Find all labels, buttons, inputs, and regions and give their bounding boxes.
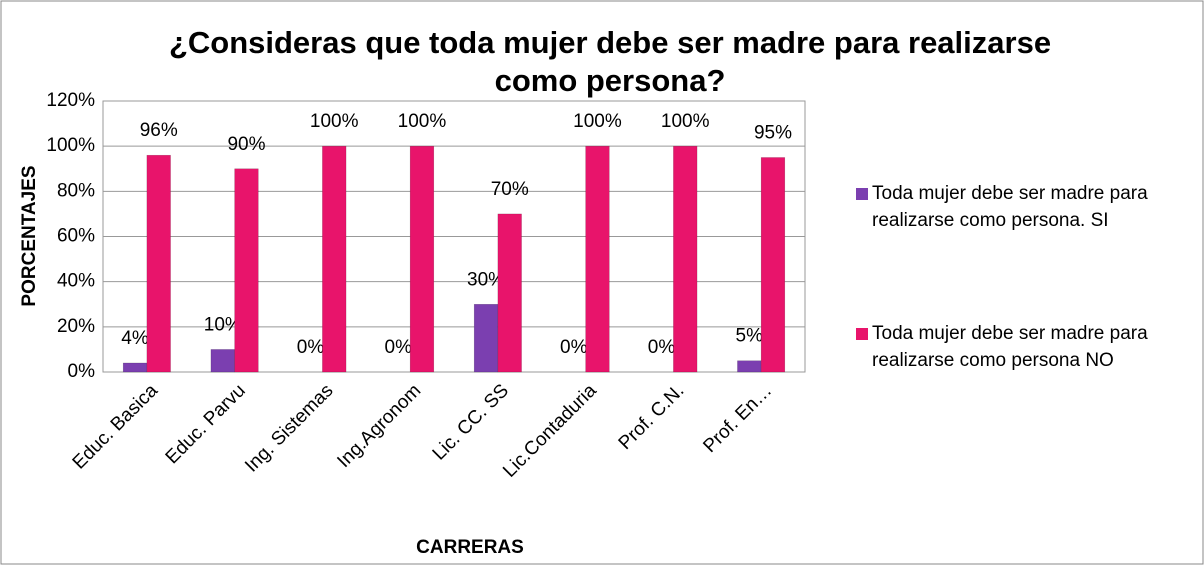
value-label: 70%	[491, 179, 529, 200]
x-tick-label: Prof. C.N.	[615, 380, 689, 454]
y-tick-label: 100%	[46, 135, 95, 156]
legend-entry: Toda mujer debe ser madre para realizars…	[872, 183, 1148, 231]
y-tick-label: 0%	[68, 361, 96, 382]
x-tick-label: Ing. Sistemas	[241, 380, 337, 476]
value-label: 30%	[467, 269, 505, 290]
value-label: 0%	[297, 337, 325, 358]
value-label: 100%	[661, 111, 710, 132]
x-tick-label: Lic. CC. SS	[429, 380, 513, 464]
x-tick-label: Prof. En…	[699, 380, 776, 457]
bar	[122, 362, 148, 373]
bar	[473, 304, 499, 373]
value-label: 100%	[310, 111, 359, 132]
bar	[146, 154, 171, 373]
y-tick-label: 80%	[57, 180, 95, 201]
bar	[673, 145, 698, 373]
value-label: 0%	[648, 337, 676, 358]
x-tick-label: Educ. Parvu	[162, 380, 250, 468]
y-tick-label: 20%	[57, 316, 95, 337]
value-label: 0%	[385, 337, 413, 358]
bar	[497, 213, 522, 373]
x-axis-label: CARRERAS	[416, 537, 524, 558]
value-label: 0%	[560, 337, 588, 358]
y-axis-label: PORCENTAJES	[19, 165, 40, 306]
bar	[409, 145, 435, 373]
value-label: 100%	[398, 111, 447, 132]
bar	[234, 168, 259, 373]
legend-swatch	[856, 328, 868, 340]
value-label: 10%	[204, 314, 242, 335]
value-label: 95%	[754, 122, 792, 143]
y-tick-label: 60%	[57, 226, 95, 247]
bar	[322, 145, 347, 373]
x-tick-label: Lic.Contaduria	[499, 380, 601, 482]
value-label: 90%	[227, 134, 265, 155]
legend-swatch	[856, 188, 868, 200]
value-label: 5%	[736, 326, 764, 347]
chart-title: ¿Consideras que toda mujer debe ser madr…	[168, 25, 1052, 98]
bar	[210, 349, 235, 373]
x-tick-label: Educ. Basica	[69, 380, 163, 474]
x-tick-label: Ing.Agronom	[333, 380, 425, 472]
y-tick-label: 120%	[46, 90, 95, 111]
y-tick-label: 40%	[57, 271, 95, 292]
bar	[737, 360, 762, 373]
bar	[585, 145, 610, 373]
value-label: 100%	[573, 111, 622, 132]
value-label: 4%	[121, 328, 149, 349]
legend-entry: Toda mujer debe ser madre para realizars…	[872, 323, 1148, 371]
value-label: 96%	[140, 120, 178, 141]
bar	[760, 157, 786, 373]
